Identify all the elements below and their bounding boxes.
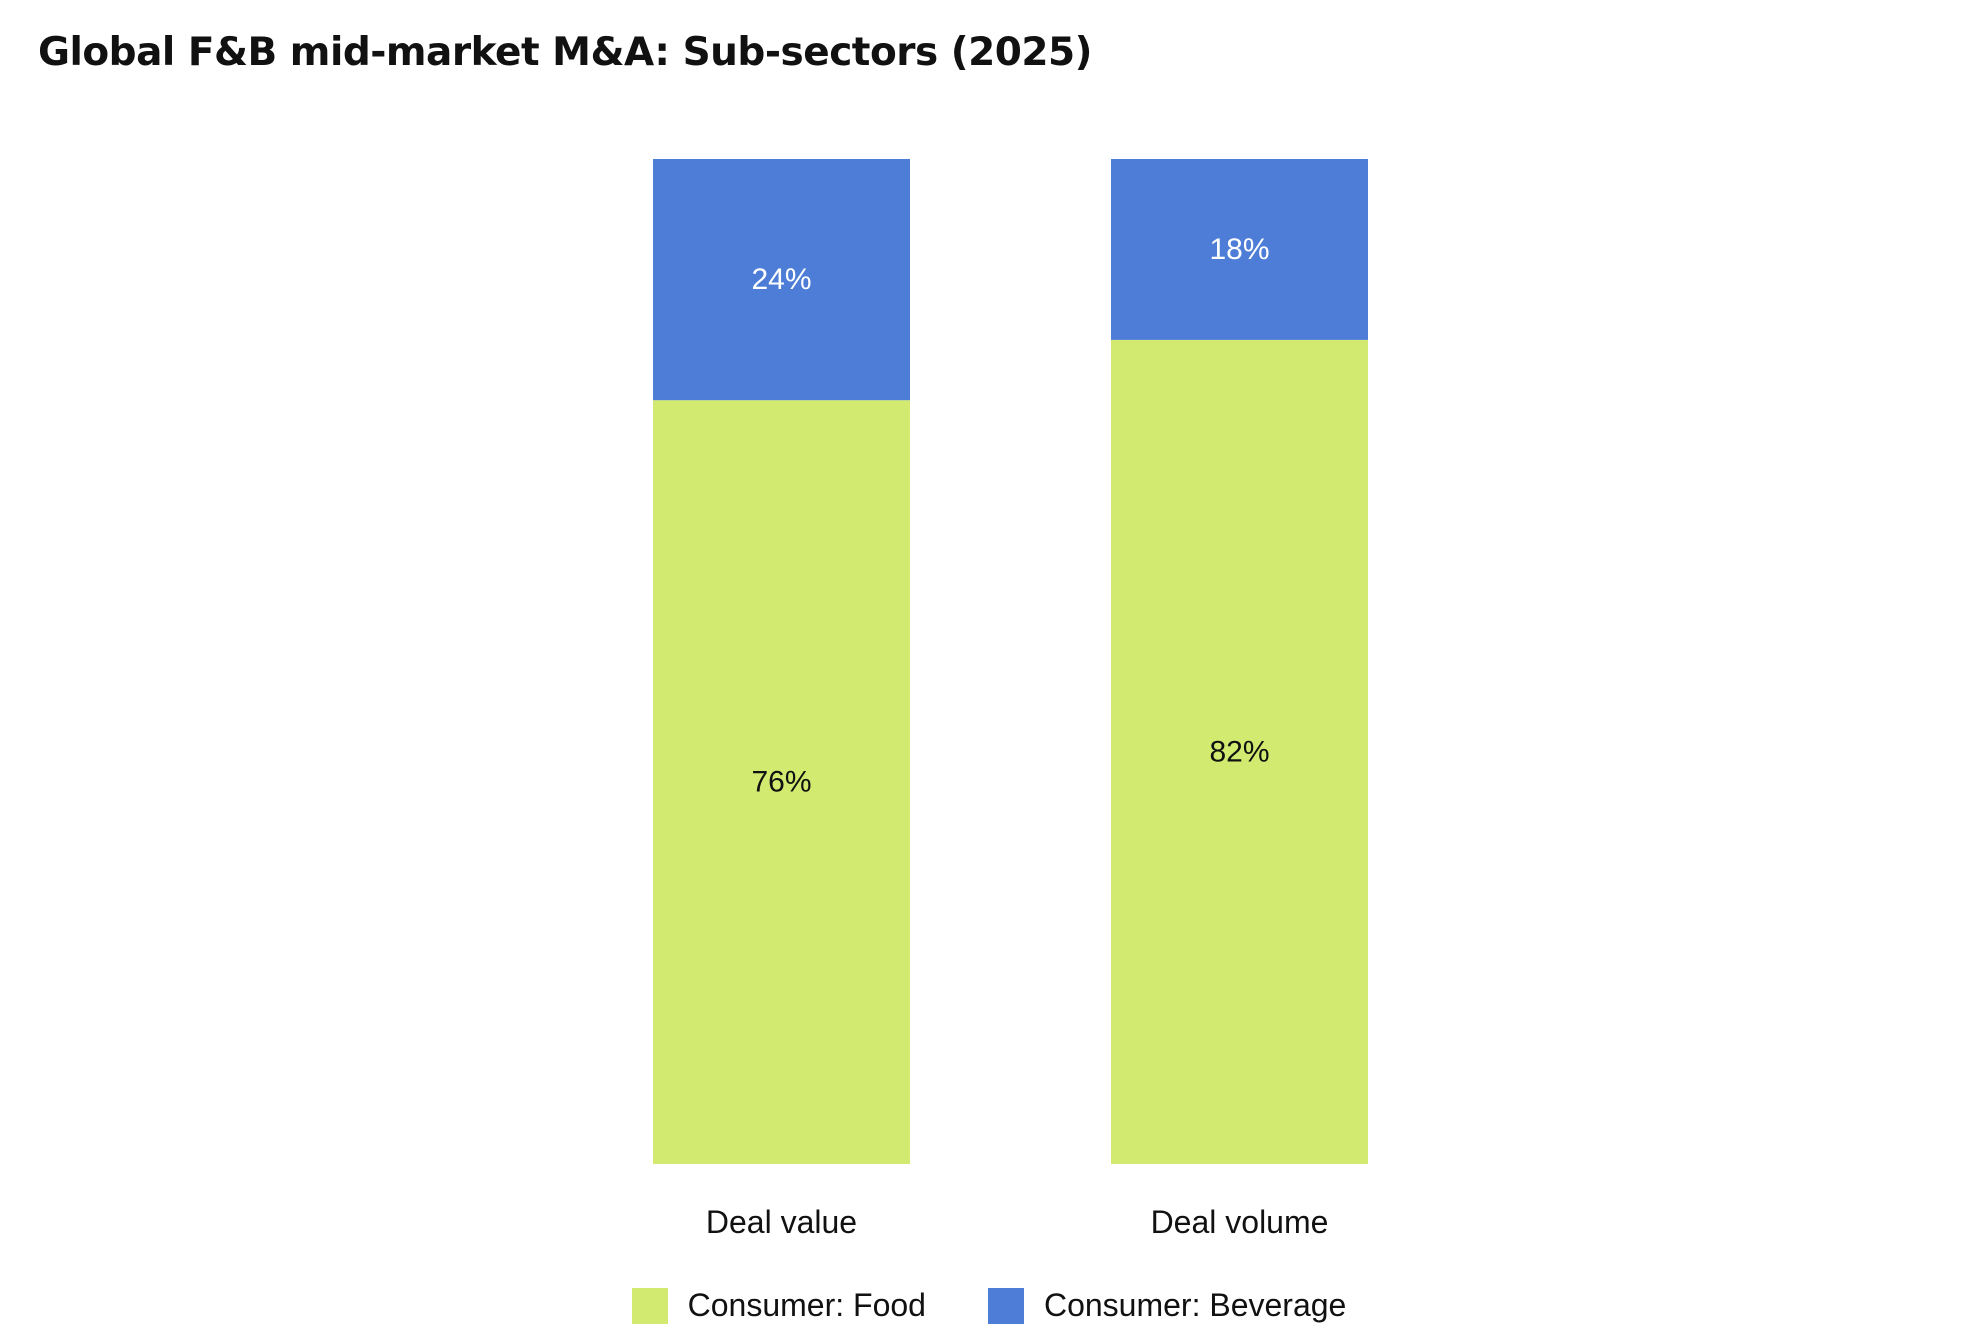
category-label-deal-volume: Deal volume [1151,1204,1329,1240]
legend-item-beverage: Consumer: Beverage [987,1287,1347,1324]
chart-legend: Consumer: Food Consumer: Beverage [0,1287,1978,1324]
legend-label-beverage: Consumer: Beverage [1043,1287,1347,1323]
legend-swatch-food [631,1287,668,1324]
data-label-consumer-food-deal-value: 76% [751,766,811,799]
bar-consumer-beverage-deal-volume [1111,159,1368,340]
legend-label-food: Consumer: Food [687,1287,926,1323]
bar-consumer-food-deal-value [653,400,910,1164]
chart-title: Global F&B mid-market M&A: Sub-sectors (… [38,30,1092,75]
category-label-deal-value: Deal value [706,1204,857,1240]
bar-consumer-food-deal-volume [1111,339,1368,1164]
legend-swatch-beverage [987,1287,1024,1324]
data-label-consumer-beverage-deal-volume: 18% [1209,233,1269,266]
data-label-consumer-food-deal-volume: 82% [1209,735,1269,768]
legend-item-food: Consumer: Food [631,1287,926,1324]
bar-consumer-beverage-deal-value [653,159,910,401]
data-label-consumer-beverage-deal-value: 24% [751,263,811,296]
